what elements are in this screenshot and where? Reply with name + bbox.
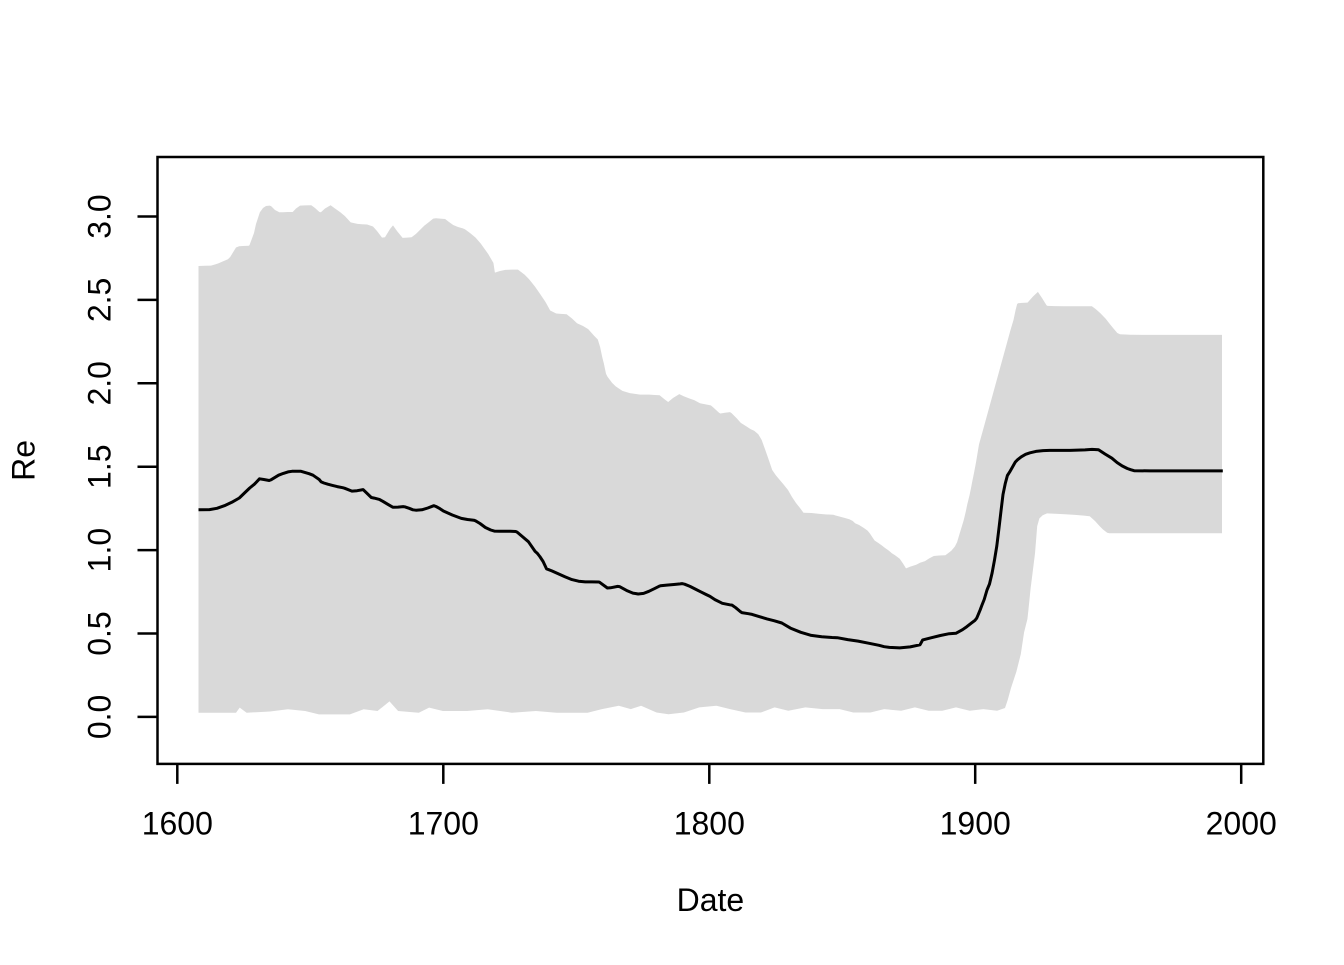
svg-text:1900: 1900 [940, 806, 1011, 842]
svg-text:2.5: 2.5 [82, 278, 118, 322]
svg-text:0.5: 0.5 [82, 611, 118, 655]
svg-text:1600: 1600 [142, 806, 213, 842]
svg-text:2000: 2000 [1206, 806, 1277, 842]
svg-text:1.5: 1.5 [82, 444, 118, 488]
svg-text:Re: Re [6, 440, 42, 481]
svg-text:Date: Date [677, 882, 745, 918]
svg-text:1700: 1700 [408, 806, 479, 842]
svg-text:3.0: 3.0 [82, 194, 118, 238]
svg-text:1.0: 1.0 [82, 528, 118, 572]
svg-text:2.0: 2.0 [82, 361, 118, 405]
svg-text:0.0: 0.0 [82, 695, 118, 739]
svg-text:1800: 1800 [674, 806, 745, 842]
